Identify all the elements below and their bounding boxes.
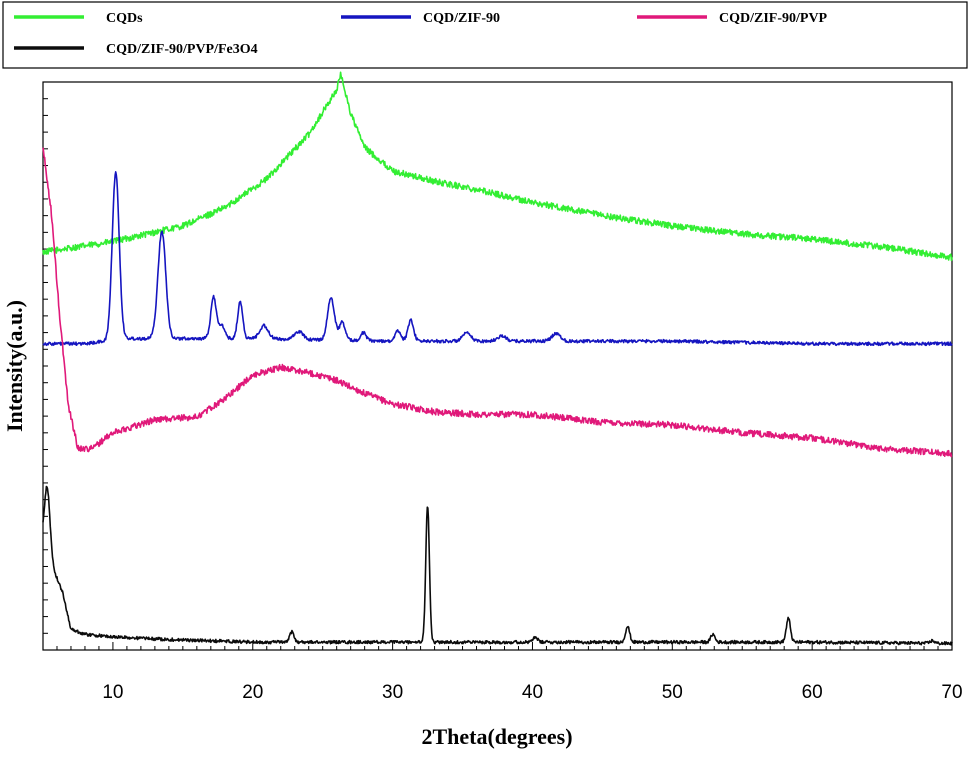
x-tick-label: 20 [242,682,263,703]
x-tick-label: 40 [522,682,543,703]
y-axis-ticks [43,98,48,634]
x-tick-label: 50 [662,682,683,703]
x-tick-label: 10 [102,682,123,703]
plot-area [42,81,953,651]
legend-box [2,1,968,69]
x-axis-title: 2Theta(degrees) [421,724,572,749]
legend-label-cqd-zif-90: CQD/ZIF-90 [423,11,500,26]
x-tick-label: 70 [941,682,962,703]
legend-label-cqd-zif-90-pvp: CQD/ZIF-90/PVP [719,11,828,26]
series-layer [42,71,953,646]
legend-label-cqds: CQDs [106,11,143,26]
x-axis-ticks: 10 20 30 40 50 60 70 [42,642,963,703]
series-line-cqd-zif-90-pvp-fe3o4 [42,485,953,646]
series-line-cqd-zif-90 [42,171,953,347]
legend-label-cqd-zif-90-pvp-fe3o4: CQD/ZIF-90/PVP/Fe3O4 [106,42,258,57]
legend: CQDs CQD/ZIF-90 CQD/ZIF-90/PVP CQD/ZIF-9… [2,1,968,69]
y-axis-title: Intensity(a.u.) [2,300,27,432]
series-line-cqd-zif-90-pvp [42,147,953,458]
series-line-cqds [42,71,953,262]
x-tick-label: 30 [382,682,403,703]
x-tick-label: 60 [802,682,823,703]
